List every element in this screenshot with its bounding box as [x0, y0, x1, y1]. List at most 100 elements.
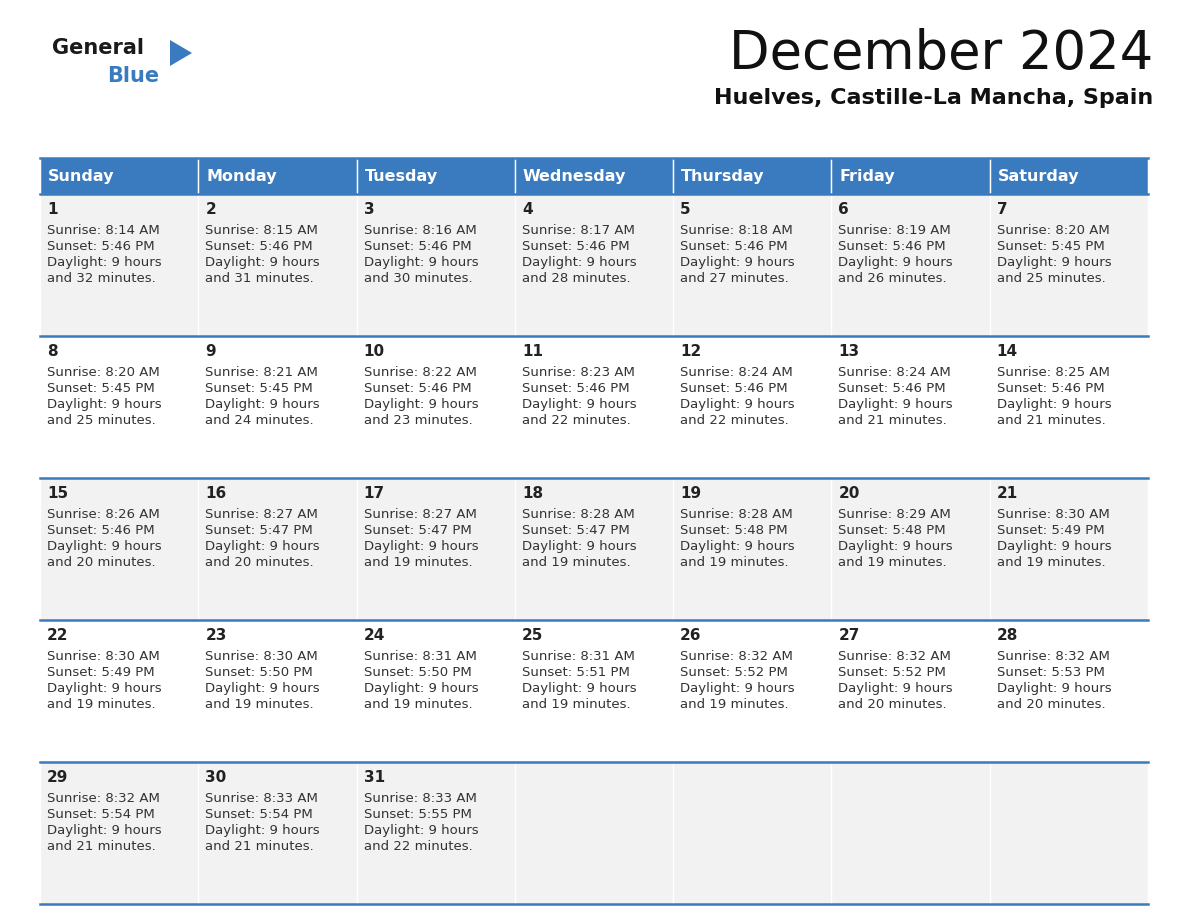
Bar [198, 478, 356, 620]
Text: Sunset: 5:46 PM: Sunset: 5:46 PM [839, 382, 946, 395]
Text: and 26 minutes.: and 26 minutes. [839, 272, 947, 285]
Bar [990, 478, 1148, 620]
Text: Daylight: 9 hours: Daylight: 9 hours [839, 682, 953, 695]
Bar [832, 620, 990, 762]
Text: Sunset: 5:49 PM: Sunset: 5:49 PM [48, 666, 154, 679]
Bar [832, 194, 990, 336]
Bar [832, 336, 990, 478]
Text: and 25 minutes.: and 25 minutes. [997, 272, 1106, 285]
Text: and 20 minutes.: and 20 minutes. [839, 698, 947, 711]
Text: 18: 18 [522, 486, 543, 501]
Text: 27: 27 [839, 628, 860, 643]
Text: 1: 1 [48, 202, 57, 217]
Text: Daylight: 9 hours: Daylight: 9 hours [364, 540, 479, 553]
Text: Sunrise: 8:25 AM: Sunrise: 8:25 AM [997, 366, 1110, 379]
Text: Daylight: 9 hours: Daylight: 9 hours [48, 398, 162, 411]
Text: 12: 12 [681, 344, 701, 359]
Text: Sunset: 5:53 PM: Sunset: 5:53 PM [997, 666, 1105, 679]
Text: Daylight: 9 hours: Daylight: 9 hours [997, 682, 1111, 695]
Text: 10: 10 [364, 344, 385, 359]
Text: and 22 minutes.: and 22 minutes. [522, 414, 631, 427]
Text: and 24 minutes.: and 24 minutes. [206, 414, 314, 427]
Text: Daylight: 9 hours: Daylight: 9 hours [206, 398, 320, 411]
Text: Daylight: 9 hours: Daylight: 9 hours [681, 540, 795, 553]
Text: Monday: Monday [207, 169, 277, 184]
Bar [990, 620, 1148, 762]
Text: Sunset: 5:52 PM: Sunset: 5:52 PM [681, 666, 788, 679]
Bar [674, 158, 832, 194]
Text: Daylight: 9 hours: Daylight: 9 hours [48, 824, 162, 837]
Bar [198, 762, 356, 904]
Text: Sunrise: 8:21 AM: Sunrise: 8:21 AM [206, 366, 318, 379]
Text: Daylight: 9 hours: Daylight: 9 hours [522, 398, 637, 411]
Text: Daylight: 9 hours: Daylight: 9 hours [839, 540, 953, 553]
Text: 9: 9 [206, 344, 216, 359]
Text: and 20 minutes.: and 20 minutes. [206, 556, 314, 569]
Text: 23: 23 [206, 628, 227, 643]
Text: December 2024: December 2024 [728, 28, 1154, 80]
Bar [40, 620, 198, 762]
Bar [514, 762, 674, 904]
Text: Sunset: 5:51 PM: Sunset: 5:51 PM [522, 666, 630, 679]
Bar [356, 158, 514, 194]
Polygon shape [170, 40, 192, 66]
Text: Sunset: 5:54 PM: Sunset: 5:54 PM [48, 808, 154, 821]
Text: Sunset: 5:46 PM: Sunset: 5:46 PM [681, 240, 788, 253]
Bar [990, 158, 1148, 194]
Text: and 19 minutes.: and 19 minutes. [839, 556, 947, 569]
Bar [356, 194, 514, 336]
Text: Daylight: 9 hours: Daylight: 9 hours [522, 682, 637, 695]
Text: Sunrise: 8:14 AM: Sunrise: 8:14 AM [48, 224, 159, 237]
Text: Sunrise: 8:27 AM: Sunrise: 8:27 AM [206, 508, 318, 521]
Text: and 19 minutes.: and 19 minutes. [997, 556, 1105, 569]
Bar [198, 620, 356, 762]
Text: 13: 13 [839, 344, 860, 359]
Text: Sunset: 5:46 PM: Sunset: 5:46 PM [48, 240, 154, 253]
Text: Daylight: 9 hours: Daylight: 9 hours [364, 256, 479, 269]
Text: Sunset: 5:50 PM: Sunset: 5:50 PM [364, 666, 472, 679]
Text: and 19 minutes.: and 19 minutes. [364, 556, 472, 569]
Text: Sunrise: 8:30 AM: Sunrise: 8:30 AM [997, 508, 1110, 521]
Bar [514, 336, 674, 478]
Text: Sunset: 5:52 PM: Sunset: 5:52 PM [839, 666, 947, 679]
Text: 20: 20 [839, 486, 860, 501]
Text: 2: 2 [206, 202, 216, 217]
Text: Sunrise: 8:18 AM: Sunrise: 8:18 AM [681, 224, 792, 237]
Text: Daylight: 9 hours: Daylight: 9 hours [206, 682, 320, 695]
Text: Sunrise: 8:19 AM: Sunrise: 8:19 AM [839, 224, 952, 237]
Text: 7: 7 [997, 202, 1007, 217]
Text: and 20 minutes.: and 20 minutes. [997, 698, 1105, 711]
Text: Daylight: 9 hours: Daylight: 9 hours [364, 398, 479, 411]
Text: 3: 3 [364, 202, 374, 217]
Text: 25: 25 [522, 628, 543, 643]
Text: Daylight: 9 hours: Daylight: 9 hours [997, 398, 1111, 411]
Text: Daylight: 9 hours: Daylight: 9 hours [206, 824, 320, 837]
Text: Sunset: 5:46 PM: Sunset: 5:46 PM [206, 240, 312, 253]
Text: and 23 minutes.: and 23 minutes. [364, 414, 473, 427]
Text: and 21 minutes.: and 21 minutes. [997, 414, 1106, 427]
Bar [356, 762, 514, 904]
Text: and 19 minutes.: and 19 minutes. [681, 698, 789, 711]
Bar [40, 478, 198, 620]
Text: Daylight: 9 hours: Daylight: 9 hours [364, 824, 479, 837]
Text: 19: 19 [681, 486, 701, 501]
Text: Daylight: 9 hours: Daylight: 9 hours [522, 256, 637, 269]
Text: Sunrise: 8:29 AM: Sunrise: 8:29 AM [839, 508, 952, 521]
Bar [514, 194, 674, 336]
Text: Sunset: 5:50 PM: Sunset: 5:50 PM [206, 666, 312, 679]
Text: Sunrise: 8:32 AM: Sunrise: 8:32 AM [48, 792, 160, 805]
Bar [990, 336, 1148, 478]
Text: Sunset: 5:48 PM: Sunset: 5:48 PM [681, 524, 788, 537]
Text: 11: 11 [522, 344, 543, 359]
Text: Sunrise: 8:32 AM: Sunrise: 8:32 AM [839, 650, 952, 663]
Text: Sunrise: 8:33 AM: Sunrise: 8:33 AM [364, 792, 476, 805]
Bar [514, 158, 674, 194]
Bar [356, 620, 514, 762]
Text: Daylight: 9 hours: Daylight: 9 hours [839, 398, 953, 411]
Text: and 19 minutes.: and 19 minutes. [522, 556, 631, 569]
Text: Sunrise: 8:30 AM: Sunrise: 8:30 AM [48, 650, 159, 663]
Text: 26: 26 [681, 628, 702, 643]
Text: Sunrise: 8:31 AM: Sunrise: 8:31 AM [364, 650, 476, 663]
Text: Sunrise: 8:16 AM: Sunrise: 8:16 AM [364, 224, 476, 237]
Text: and 21 minutes.: and 21 minutes. [839, 414, 947, 427]
